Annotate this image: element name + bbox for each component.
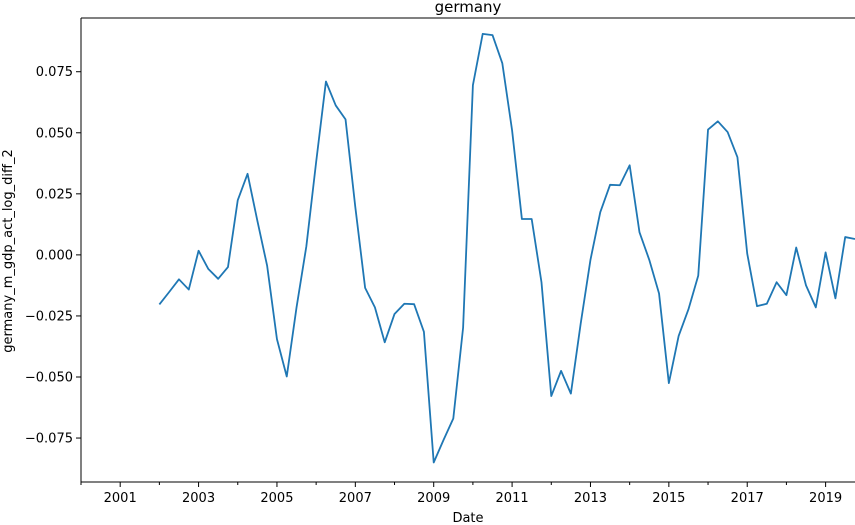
x-axis-title: Date xyxy=(452,511,483,525)
x-tick-label: 2003 xyxy=(182,491,215,506)
x-tick-label: 2011 xyxy=(496,491,529,506)
y-tick-label: −0.025 xyxy=(25,309,73,324)
y-tick-label: −0.050 xyxy=(25,370,73,385)
x-tick-label: 2001 xyxy=(104,491,137,506)
series-line xyxy=(158,32,855,464)
x-tick-label: 2019 xyxy=(809,491,842,506)
x-tick-label: 2017 xyxy=(731,491,764,506)
x-tick-label: 2005 xyxy=(260,491,293,506)
y-tick-label: 0.050 xyxy=(36,126,73,141)
x-tick-label: 2015 xyxy=(652,491,685,506)
x-tick-label: 2009 xyxy=(417,491,450,506)
x-tick-label: 2013 xyxy=(574,491,607,506)
y-tick-label: 0.075 xyxy=(36,65,73,80)
y-tick-label: 0.000 xyxy=(36,248,73,263)
y-tick-label: −0.075 xyxy=(25,432,73,447)
y-axis-title: germany_m_gdp_act_log_diff_2 xyxy=(1,149,16,352)
x-tick-label: 2007 xyxy=(339,491,372,506)
y-tick-label: 0.025 xyxy=(36,187,73,202)
chart-title: germany xyxy=(435,0,502,16)
x-axis-ticks: 2001 2003 2005 2007 2009 2011 2013 2015 2017 2019 xyxy=(80,482,842,506)
series-layer xyxy=(158,32,855,464)
y-axis-ticks: 0.075 0.050 0.025 0.000 −0.025 −0.050 −0.075 xyxy=(25,65,81,447)
plot-area xyxy=(80,17,855,483)
